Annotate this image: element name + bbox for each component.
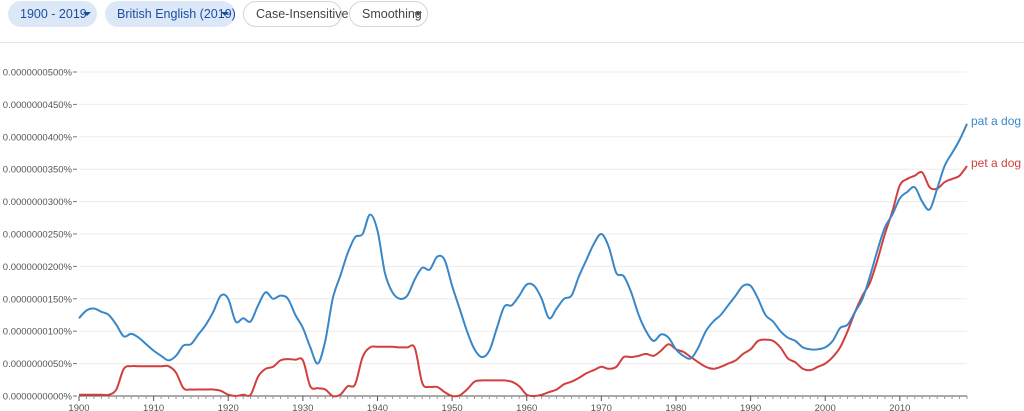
x-tick-label: 1900 [68, 403, 89, 411]
corpus-label: British English (2019) [117, 7, 236, 21]
x-tick-label: 1910 [143, 403, 164, 411]
series-line-pet-a-dog[interactable] [79, 165, 968, 398]
x-tick-label: 1940 [367, 403, 388, 411]
x-tick-label: 2000 [815, 403, 836, 411]
series-line-pat-a-dog[interactable] [78, 123, 968, 365]
x-tick-label: 1930 [292, 403, 313, 411]
y-tick-label: 0.0000000450% [3, 100, 73, 111]
y-tick-label: 0.0000000250% [3, 230, 73, 241]
chevron-down-icon [414, 12, 422, 16]
toolbar: 1900 - 2019 British English (2019) Case-… [0, 0, 1024, 43]
year-range-label: 1900 - 2019 [20, 7, 87, 21]
series-label-pat-a-dog[interactable]: pat a dog [971, 114, 1021, 128]
chevron-down-icon [83, 12, 91, 16]
x-tick-label: 1950 [442, 403, 463, 411]
chevron-down-icon [221, 12, 229, 16]
y-tick-label: 0.0000000200% [3, 262, 73, 273]
y-tick-label: 0.0000000400% [3, 132, 73, 143]
case-insensitive-button[interactable]: Case-Insensitive [243, 1, 348, 27]
y-tick-label: 0.0000000500% [3, 68, 73, 79]
y-tick-label: 0.0000000300% [3, 197, 73, 208]
x-tick-label: 1960 [516, 403, 537, 411]
case-insensitive-label: Case-Insensitive [256, 7, 349, 21]
y-tick-label: 0.0000000150% [3, 294, 73, 305]
smoothing-label: Smoothing [362, 7, 422, 21]
corpus-dropdown[interactable]: British English (2019) [105, 1, 236, 27]
x-tick-label: 2010 [889, 403, 910, 411]
y-tick-label: 0.0000000100% [3, 327, 73, 338]
series-label-pet-a-dog[interactable]: pet a dog [971, 156, 1021, 170]
x-tick-label: 1980 [665, 403, 686, 411]
y-tick-label: 0.0000000050% [3, 359, 73, 370]
x-tick-label: 1920 [218, 403, 239, 411]
smoothing-dropdown[interactable]: Smoothing [349, 1, 428, 27]
x-tick-label: 1970 [591, 403, 612, 411]
year-range-dropdown[interactable]: 1900 - 2019 [8, 1, 97, 27]
y-tick-label: 0.0000000000% [3, 392, 73, 403]
y-tick-label: 0.0000000350% [3, 165, 73, 176]
ngram-chart: 0.0000000000% 0.0000000050% 0.0000000100% 0… [3, 68, 1021, 411]
x-tick-label: 1990 [740, 403, 761, 411]
